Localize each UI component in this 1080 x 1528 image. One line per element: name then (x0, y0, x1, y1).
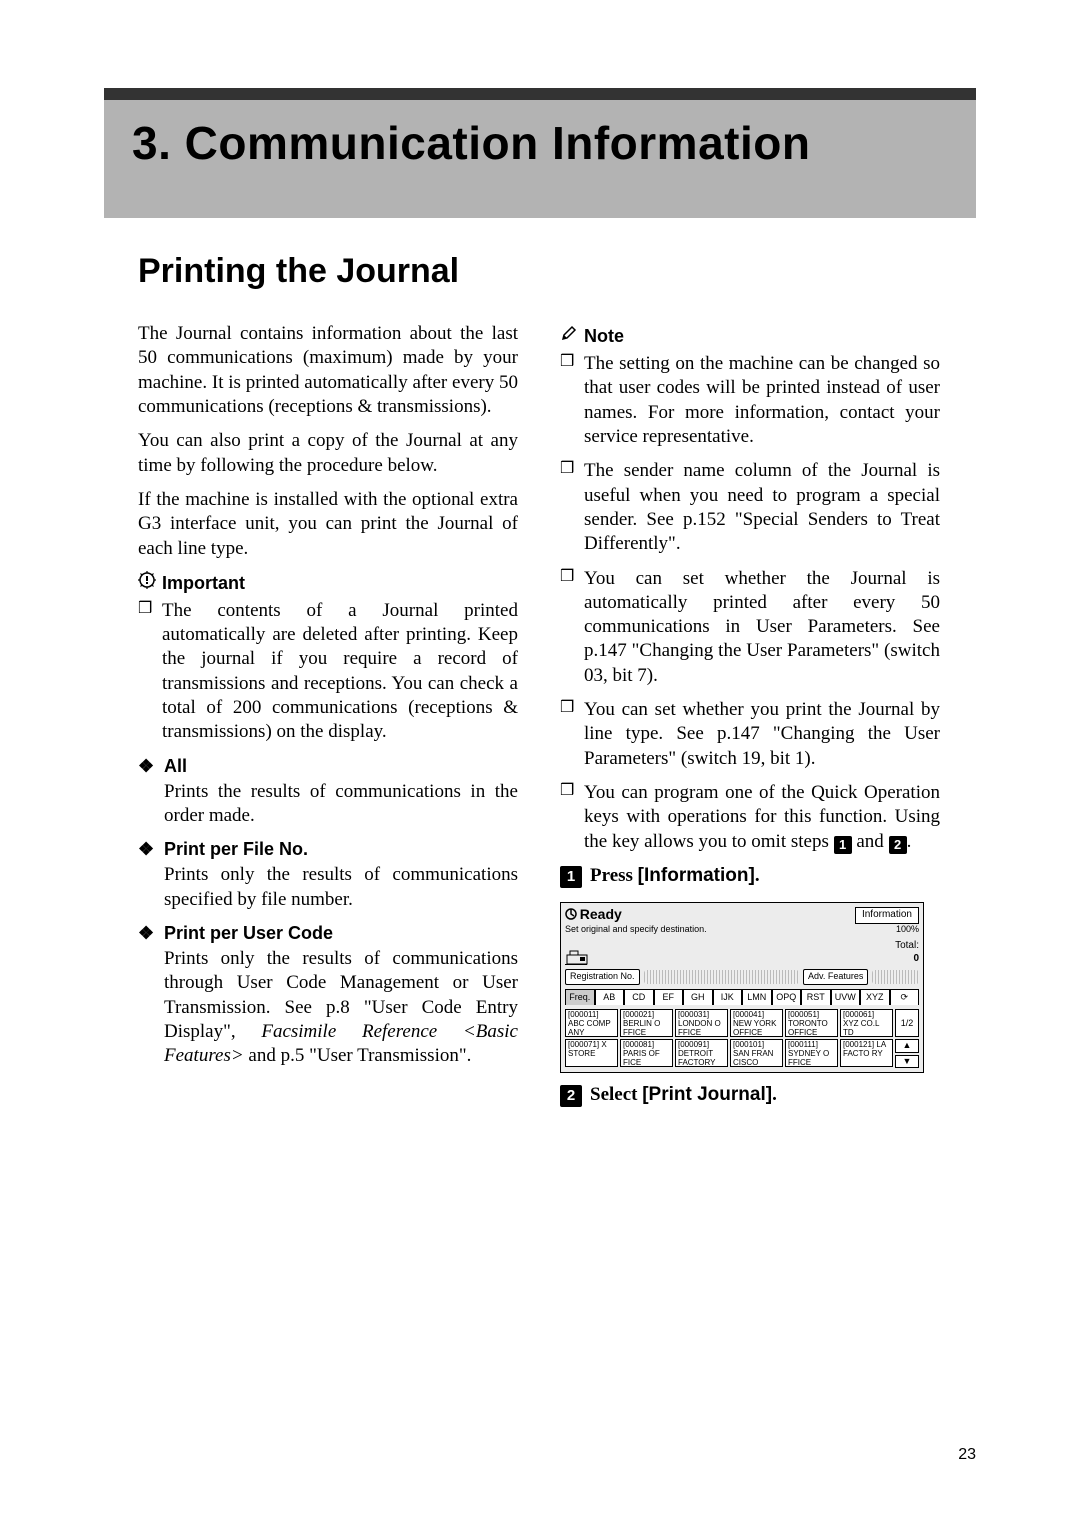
tab-opq[interactable]: OPQ (772, 989, 802, 1006)
page-number: 23 (958, 1446, 976, 1464)
dest-cell[interactable]: [000091] DETROIT FACTORY (675, 1039, 728, 1067)
section-title: Printing the Journal (138, 252, 459, 291)
button-ref: [Print Journal] (642, 1084, 772, 1105)
text: . (755, 865, 760, 886)
dest-cell[interactable]: [000011] ABC COMP ANY (565, 1009, 618, 1037)
ready-label: Ready (580, 906, 622, 922)
tab-freq[interactable]: Freq. (565, 989, 595, 1006)
important-heading: Important (138, 571, 518, 595)
para: If the machine is installed with the opt… (138, 488, 518, 561)
tab-ijk[interactable]: IJK (713, 989, 743, 1006)
note-pencil-icon (560, 324, 578, 345)
para: You can also print a copy of the Journal… (138, 429, 518, 478)
dest-cell[interactable]: [000041] NEW YORK OFFICE (730, 1009, 783, 1037)
lcd-screenshot: Ready Information Set original and speci… (560, 902, 924, 1073)
step-text: Press [Information]. (590, 864, 760, 888)
tab-lmn[interactable]: LMN (742, 989, 772, 1006)
step-2: 2 Select [Print Journal]. (560, 1083, 940, 1107)
tab-uvw[interactable]: UVW (831, 989, 861, 1006)
chapter-title: 3. Communication Information (132, 116, 952, 170)
total: Total: 0 (895, 940, 919, 966)
list-item: You can set whether the Journal is autom… (584, 567, 940, 689)
tab-ab[interactable]: AB (595, 989, 625, 1006)
option-all: All Prints the results of communications… (138, 755, 518, 829)
scroll-down-button[interactable]: ▼ (895, 1055, 919, 1069)
text: . (772, 1084, 777, 1105)
important-list: The contents of a Journal printed automa… (138, 599, 518, 745)
list-item: The sender name column of the Journal is… (584, 459, 940, 556)
tab-gh[interactable]: GH (683, 989, 713, 1006)
scroll-up-button[interactable]: ▲ (895, 1039, 919, 1053)
step-number-icon: 2 (560, 1085, 582, 1107)
dest-cell[interactable]: [000121] LA FACTO RY (840, 1039, 893, 1067)
dest-cell[interactable]: [000051] TORONTO OFFICE (785, 1009, 838, 1037)
note-list: The setting on the machine can be change… (560, 352, 940, 854)
para: The Journal contains information about t… (138, 322, 518, 419)
registration-no-button[interactable]: Registration No. (565, 969, 640, 985)
tab-ef[interactable]: EF (654, 989, 684, 1006)
fax-icon (565, 949, 587, 965)
chapter-banner: 3. Communication Information (104, 88, 976, 218)
note-label: Note (584, 325, 624, 348)
list-item: You can set whether you print the Journa… (584, 698, 940, 771)
text: and p.5 "User Transmission". (244, 1045, 472, 1066)
total-value: 0 (913, 953, 919, 964)
tab-rst[interactable]: RST (801, 989, 831, 1006)
important-icon (138, 571, 156, 592)
hatched-area (872, 970, 919, 984)
ready-indicator: Ready (565, 906, 622, 924)
list-item: The contents of a Journal printed automa… (162, 599, 518, 745)
text: Press (590, 865, 638, 886)
left-column: The Journal contains information about t… (138, 322, 518, 1079)
option-heading: All (138, 755, 518, 778)
page-indicator: 1/2 (895, 1009, 919, 1037)
dest-cell[interactable]: [000081] PARIS OF FICE (620, 1039, 673, 1067)
subline: Set original and specify destination. (565, 924, 707, 936)
dest-cell[interactable]: [000071] X STORE (565, 1039, 618, 1067)
option-heading: Print per User Code (138, 922, 518, 945)
hatched-area (644, 970, 799, 984)
dest-cell[interactable]: [000031] LONDON O FFICE (675, 1009, 728, 1037)
right-column: Note The setting on the machine can be c… (560, 318, 940, 1108)
option-body: Prints the results of communications in … (138, 780, 518, 829)
option-body: Prints only the results of communication… (138, 863, 518, 912)
destination-grid: [000011] ABC COMP ANY [000021] BERLIN O … (561, 1007, 923, 1072)
text: . (907, 831, 912, 852)
list-item: You can program one of the Quick Operati… (584, 781, 940, 854)
dest-cell[interactable]: [000021] BERLIN O FFICE (620, 1009, 673, 1037)
total-label: Total: (895, 940, 919, 951)
dest-cell[interactable]: [000061] XYZ CO.L TD (840, 1009, 893, 1037)
step-ref-1: 1 (834, 836, 852, 854)
option-body: Prints only the results of communication… (138, 947, 518, 1069)
percent: 100% (896, 924, 919, 936)
tab-cd[interactable]: CD (624, 989, 654, 1006)
list-item: The setting on the machine can be change… (584, 352, 940, 449)
button-ref: [Information] (638, 865, 755, 886)
option-user: Print per User Code Prints only the resu… (138, 922, 518, 1069)
dest-cell[interactable]: [000111] SYDNEY O FFICE (785, 1039, 838, 1067)
information-button[interactable]: Information (855, 907, 919, 924)
option-heading: Print per File No. (138, 838, 518, 861)
step-1: 1 Press [Information]. (560, 864, 940, 888)
alpha-tabs: Freq. AB CD EF GH IJK LMN OPQ RST UVW XY… (561, 987, 923, 1008)
adv-features-button[interactable]: Adv. Features (803, 969, 868, 985)
tab-refresh[interactable]: ⟳ (890, 989, 920, 1006)
step-number-icon: 1 (560, 866, 582, 888)
tab-xyz[interactable]: XYZ (860, 989, 890, 1006)
note-heading: Note (560, 324, 940, 348)
banner-stripe (104, 88, 976, 100)
important-label: Important (162, 572, 245, 595)
text: and (852, 831, 889, 852)
option-file: Print per File No. Prints only the resul… (138, 838, 518, 912)
step-ref-2: 2 (889, 836, 907, 854)
text: Select (590, 1084, 642, 1105)
step-text: Select [Print Journal]. (590, 1083, 777, 1107)
dest-cell[interactable]: [000101] SAN FRAN CISCO (730, 1039, 783, 1067)
